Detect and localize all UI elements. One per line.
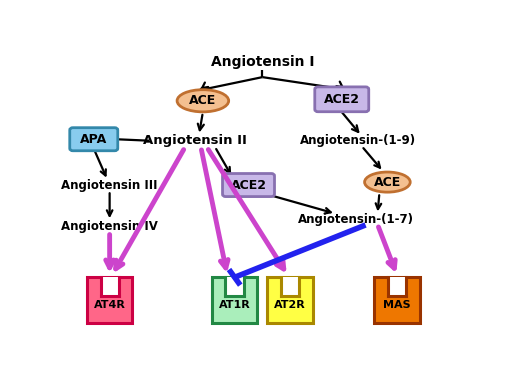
- Text: Angiotensin-(1-9): Angiotensin-(1-9): [300, 134, 416, 147]
- Polygon shape: [225, 277, 244, 296]
- Ellipse shape: [177, 90, 229, 112]
- Text: Angiotensin IV: Angiotensin IV: [61, 220, 158, 233]
- Text: AT4R: AT4R: [94, 300, 125, 310]
- Text: MAS: MAS: [383, 300, 411, 310]
- Polygon shape: [388, 277, 407, 296]
- Text: Angiotensin I: Angiotensin I: [210, 55, 314, 70]
- Polygon shape: [87, 278, 133, 323]
- FancyBboxPatch shape: [223, 174, 274, 197]
- Text: ACE2: ACE2: [324, 93, 360, 106]
- Polygon shape: [212, 278, 258, 323]
- Polygon shape: [374, 278, 420, 323]
- Polygon shape: [100, 277, 119, 296]
- Polygon shape: [267, 278, 313, 323]
- Text: APA: APA: [80, 133, 108, 146]
- Text: Angiotensin-(1-7): Angiotensin-(1-7): [297, 213, 414, 225]
- Text: ACE: ACE: [374, 175, 401, 189]
- FancyBboxPatch shape: [315, 87, 369, 112]
- Polygon shape: [281, 277, 300, 296]
- Text: AT1R: AT1R: [219, 300, 250, 310]
- Text: Angiotensin III: Angiotensin III: [61, 179, 158, 192]
- Text: ACE2: ACE2: [230, 179, 267, 192]
- FancyBboxPatch shape: [70, 128, 118, 151]
- Text: ACE: ACE: [189, 94, 217, 107]
- Ellipse shape: [365, 172, 410, 192]
- Text: Angiotensin II: Angiotensin II: [143, 134, 247, 147]
- Text: AT2R: AT2R: [274, 300, 306, 310]
